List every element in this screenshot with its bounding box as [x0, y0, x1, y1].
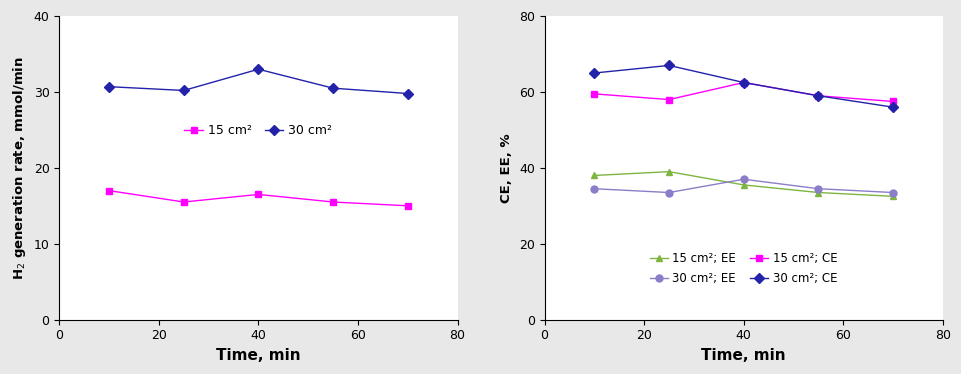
30 cm²; CE — [737, 80, 749, 85]
15 cm²; CE — [812, 94, 824, 98]
Line: 30 cm²; EE: 30 cm²; EE — [590, 176, 896, 196]
15 cm²; EE — [662, 169, 674, 174]
Legend: 15 cm²; EE, 30 cm²; EE, 15 cm²; CE, 30 cm²; CE: 15 cm²; EE, 30 cm²; EE, 15 cm²; CE, 30 c… — [645, 248, 841, 289]
15 cm²; CE — [737, 80, 749, 85]
15 cm²; EE — [812, 190, 824, 195]
15 cm² — [402, 203, 413, 208]
Line: 30 cm²: 30 cm² — [106, 66, 411, 97]
Legend: 15 cm², 30 cm²: 15 cm², 30 cm² — [180, 119, 337, 142]
X-axis label: Time, min: Time, min — [701, 348, 785, 363]
30 cm² — [402, 91, 413, 96]
30 cm²; CE — [662, 63, 674, 68]
Y-axis label: CE, EE, %: CE, EE, % — [500, 133, 513, 203]
30 cm²; EE — [737, 177, 749, 181]
30 cm² — [178, 88, 189, 93]
30 cm²; EE — [812, 187, 824, 191]
15 cm²; CE — [662, 97, 674, 102]
30 cm²; CE — [812, 94, 824, 98]
Y-axis label: H$_2$ generation rate, mmol/min: H$_2$ generation rate, mmol/min — [12, 56, 28, 280]
30 cm²; CE — [588, 71, 600, 75]
30 cm² — [253, 67, 264, 71]
15 cm² — [178, 200, 189, 204]
15 cm²; EE — [588, 173, 600, 178]
15 cm² — [253, 192, 264, 197]
Line: 15 cm²: 15 cm² — [106, 187, 411, 209]
X-axis label: Time, min: Time, min — [216, 348, 301, 363]
Line: 30 cm²; CE: 30 cm²; CE — [590, 62, 896, 111]
15 cm²; EE — [737, 183, 749, 187]
30 cm² — [327, 86, 338, 91]
Line: 15 cm²; CE: 15 cm²; CE — [590, 79, 896, 105]
Line: 15 cm²; EE: 15 cm²; EE — [590, 168, 896, 200]
15 cm²; EE — [886, 194, 898, 199]
15 cm²; CE — [886, 99, 898, 104]
15 cm² — [103, 188, 114, 193]
30 cm²; CE — [886, 105, 898, 110]
30 cm²; EE — [662, 190, 674, 195]
30 cm²; EE — [588, 187, 600, 191]
30 cm²; EE — [886, 190, 898, 195]
30 cm² — [103, 85, 114, 89]
15 cm²; CE — [588, 92, 600, 96]
15 cm² — [327, 200, 338, 204]
